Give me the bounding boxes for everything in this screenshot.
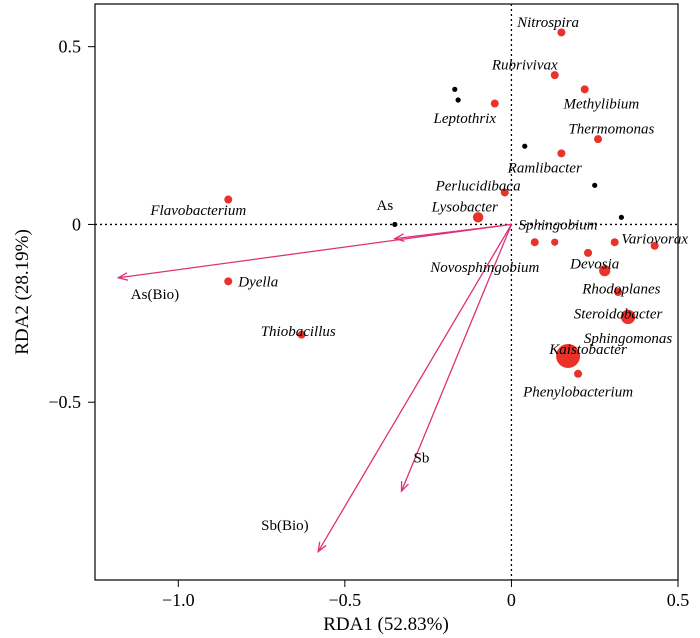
x-axis: −1.0 −0.5 0 0.5 [162, 580, 689, 610]
taxon-label: Thiobacillus [261, 324, 336, 340]
taxon-point [500, 188, 509, 197]
taxon-label: Perlucidibaca [435, 178, 521, 194]
taxa-points [224, 28, 659, 378]
env-arrow-sbbio [317, 224, 512, 554]
sample-point [455, 97, 461, 103]
taxon-label: Rhodoplanes [581, 281, 660, 297]
env-label: Sb [414, 451, 430, 467]
env-arrow-sb [400, 224, 513, 493]
zero-lines [95, 4, 678, 580]
taxon-point [224, 277, 233, 286]
taxon-label: Novosphingobium [429, 260, 539, 276]
taxon-point [594, 135, 603, 144]
taxon-label: Sphingomonas [584, 331, 673, 347]
y-axis-label: RDA2 (28.19%) [12, 229, 33, 355]
x-tick-label: 0 [507, 590, 516, 610]
taxon-label: Leptothrix [433, 111, 497, 127]
taxon-label: Lysobacter [431, 200, 498, 216]
sample-point [392, 221, 398, 228]
env-arrows [116, 223, 513, 554]
taxon-point [580, 85, 589, 94]
env-label: As [376, 198, 393, 214]
taxon-point [574, 369, 583, 378]
sample-point [618, 214, 624, 220]
taxon-point [224, 195, 233, 204]
taxon-point [550, 71, 559, 80]
taxon-point [620, 309, 636, 325]
taxon-label: Sphingobium [518, 217, 597, 233]
taxon-point [614, 288, 623, 296]
taxon-label: Variovorax [621, 232, 688, 248]
taxon-point [530, 238, 539, 247]
sample-point [452, 86, 458, 92]
taxon-label: Rubrivivax [491, 57, 558, 73]
taxon-point [599, 265, 611, 277]
taxon-point [650, 241, 659, 250]
taxon-label: Devosia [569, 257, 619, 273]
x-tick-label: −0.5 [329, 590, 362, 610]
taxon-label: Phenylobacterium [522, 385, 633, 401]
env-labels: As As(Bio) Sb Sb(Bio) [131, 198, 430, 534]
taxon-point [610, 238, 619, 247]
env-arrow-asbio [116, 223, 512, 281]
env-label: Sb(Bio) [261, 518, 309, 534]
taxon-label: Ramlibacter [507, 161, 582, 177]
sample-point [522, 143, 528, 149]
taxon-point [557, 28, 566, 37]
taxon-label: Steroidobacter [574, 306, 663, 322]
taxa-labels: Nitrospira Rubrivivax Methylibium Leptothri… [149, 15, 688, 401]
x-tick-label: −1.0 [162, 590, 195, 610]
y-tick-label: 0 [72, 214, 81, 234]
taxon-label: Flavobacterium [149, 203, 246, 219]
taxon-point [584, 248, 593, 257]
taxon-point [556, 344, 581, 368]
x-tick-label: 0.5 [667, 590, 690, 610]
taxon-label: Thermomonas [568, 121, 654, 137]
y-axis: −0.5 0 0.5 [48, 37, 95, 412]
taxon-point [472, 212, 484, 223]
taxon-point [557, 149, 566, 158]
taxon-point [297, 330, 306, 339]
taxon-label: Kaistobacter [548, 342, 627, 358]
env-label: As(Bio) [131, 287, 179, 303]
taxon-label: Dyella [237, 274, 278, 290]
x-axis-label: RDA1 (52.83%) [323, 614, 449, 635]
taxon-label: Methylibium [562, 97, 639, 113]
taxon-label: Nitrospira [516, 15, 579, 31]
plot-frame [94, 3, 679, 581]
y-tick-label: 0.5 [59, 37, 82, 57]
y-tick-label: −0.5 [48, 392, 81, 412]
sample-point [592, 182, 598, 188]
sample-points [392, 86, 624, 228]
taxon-point [490, 99, 499, 108]
taxon-point [551, 238, 559, 246]
